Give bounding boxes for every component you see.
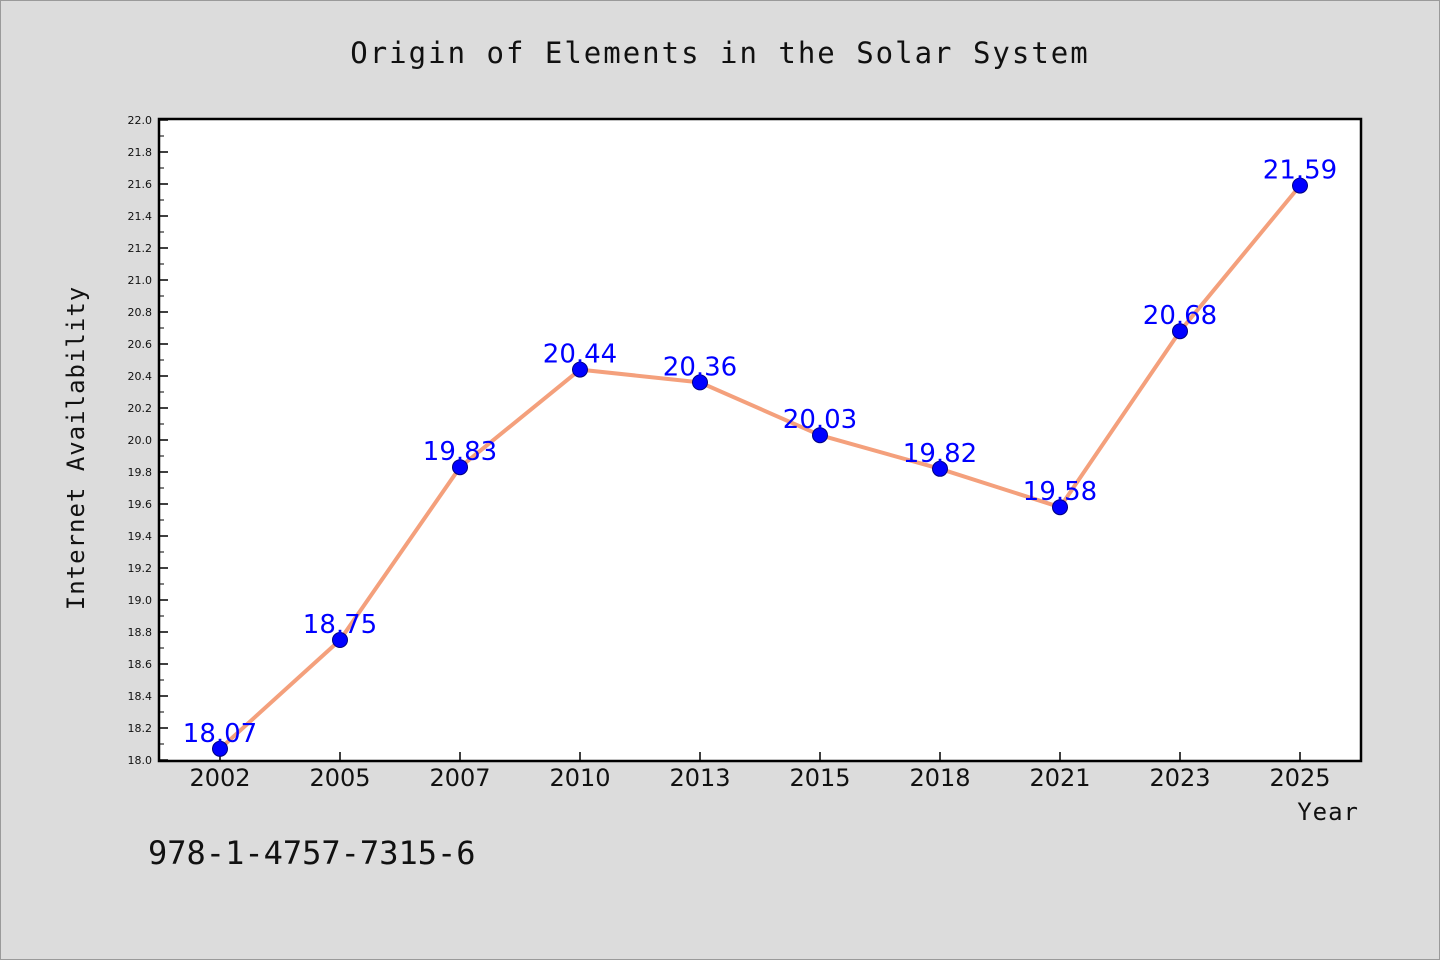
isbn-footer: 978-1-4757-7315-6	[148, 834, 476, 872]
x-tick-label: 2007	[429, 764, 490, 792]
data-label: 18.75	[303, 610, 377, 640]
plot-area	[157, 117, 1363, 763]
data-point	[692, 374, 708, 391]
data-label: 20.68	[1143, 301, 1217, 331]
y-tick-label: 19.8	[128, 466, 153, 479]
data-label: 20.44	[543, 340, 617, 370]
y-tick-label: 21.4	[128, 210, 153, 223]
y-tick-label: 21.0	[128, 274, 153, 287]
y-tick-label: 19.4	[128, 530, 153, 543]
y-tick-label: 18.6	[128, 658, 153, 671]
chart-title: Origin of Elements in the Solar System	[350, 36, 1089, 70]
x-tick-label: 2010	[549, 764, 610, 792]
y-tick-label: 21.8	[128, 146, 153, 159]
data-point	[332, 632, 348, 648]
data-labels: 18.07 18.75 19.83 20.44 20.36 20.03 19.82 19.58…	[183, 156, 1337, 749]
data-label: 18.07	[183, 719, 257, 749]
x-tick-label: 2013	[669, 764, 730, 792]
y-tick-label: 20.2	[128, 402, 153, 415]
x-tick-label: 2005	[309, 764, 370, 792]
y-tick-label: 18.2	[128, 722, 153, 735]
y-tick-label: 18.8	[128, 626, 153, 639]
data-point	[452, 459, 468, 476]
y-tick-label: 19.2	[128, 562, 153, 575]
data-point	[1172, 323, 1188, 340]
y-tick-label: 19.0	[128, 594, 153, 607]
x-tick-label: 2021	[1029, 764, 1090, 792]
y-tick-label: 22.0	[128, 114, 153, 127]
data-point	[212, 740, 228, 757]
y-axis: 18.0 18.2 18.4 18.6 18.8 19.0 19.2 19.4 19.6 19.8…	[128, 114, 168, 767]
x-tick-label: 2018	[909, 764, 970, 792]
x-tick-label: 2023	[1149, 764, 1210, 792]
y-tick-label: 18.4	[128, 690, 153, 703]
y-tick-label: 20.6	[128, 338, 153, 351]
data-point	[1052, 499, 1068, 516]
y-tick-label: 20.8	[128, 306, 153, 319]
y-tick-label: 20.0	[128, 434, 153, 447]
y-tick-label: 21.2	[128, 242, 153, 255]
data-label: 19.82	[903, 439, 977, 469]
y-axis-label: Internet Availability	[62, 286, 90, 610]
series-markers	[212, 177, 1308, 757]
y-tick-label: 18.0	[128, 754, 153, 767]
y-tick-label: 20.4	[128, 370, 153, 383]
x-tick-label: 2015	[789, 764, 850, 792]
data-point	[572, 361, 588, 378]
data-label: 20.03	[783, 405, 857, 435]
x-tick-label: 2025	[1269, 764, 1330, 792]
data-point	[812, 427, 828, 444]
x-tick-label: 2002	[189, 764, 250, 792]
x-axis: 2002 2005 2007 2010 2013 2015 2018 2021 2023 2025	[189, 752, 1331, 792]
data-label: 20.36	[663, 352, 737, 382]
data-point	[932, 460, 948, 477]
data-label: 19.58	[1023, 477, 1097, 507]
y-tick-label: 21.6	[128, 178, 153, 191]
x-axis-label: Year	[1297, 798, 1359, 826]
series-line	[218, 183, 1302, 751]
data-label: 21.59	[1263, 156, 1337, 186]
data-point	[1292, 177, 1308, 194]
data-label: 19.83	[423, 437, 497, 467]
y-tick-label: 19.6	[128, 498, 153, 511]
